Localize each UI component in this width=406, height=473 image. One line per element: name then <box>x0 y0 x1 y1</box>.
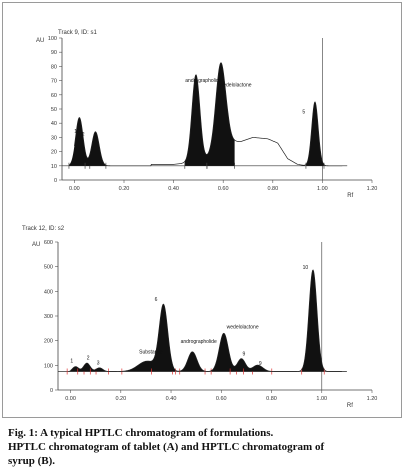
peak-label: andrographolide <box>185 78 221 84</box>
y-tick-label: 10 <box>51 164 57 170</box>
figure-caption: Fig. 1: A typical HPTLC chromatogram of … <box>8 426 402 468</box>
peak-label: 10 <box>303 265 309 271</box>
peak-label: wedelolactone <box>220 82 252 88</box>
y-tick-label: 0 <box>54 178 57 184</box>
chart-title: Track 9, ID: s1 <box>58 30 97 36</box>
y-tick-label: 300 <box>44 314 53 320</box>
caption-line: HPTLC chromatogram of tablet (A) and HPT… <box>8 441 325 453</box>
y-tick-label: 40 <box>51 121 57 127</box>
y-tick-label: 100 <box>44 363 53 369</box>
x-axis-label: Rf <box>347 193 353 198</box>
figure-frame <box>2 2 402 418</box>
chart-title: Track 12, ID: s2 <box>22 226 65 232</box>
peak-label: 3 <box>97 360 100 366</box>
y-tick-label: 60 <box>51 93 57 99</box>
x-tick-label: 1.20 <box>367 396 378 402</box>
x-tick-label: 0.00 <box>65 396 76 402</box>
y-tick-label: 600 <box>44 240 53 246</box>
y-axis-label: AU <box>32 242 40 248</box>
y-tick-label: 500 <box>44 265 53 271</box>
chromatogram-a: Track 9, ID: s1 0 10 20 30 40 50 60 70 80 90 100 0.… <box>36 30 378 198</box>
chromatogram-b: Track 12, ID: s2 0 100 200 300 400 500 600 0.00… <box>22 226 378 408</box>
peak-label: 2 <box>82 132 85 138</box>
y-tick-label: 400 <box>44 289 53 295</box>
peak-label: Substance <box>139 349 163 355</box>
x-tick-label: 1.00 <box>317 186 328 192</box>
y-tick-label: 70 <box>51 79 57 85</box>
x-tick-label: 0.20 <box>119 186 130 192</box>
caption-line: syrup (B). <box>8 455 56 467</box>
caption-line: Fig. 1: A typical HPTLC chromatogram of … <box>8 427 274 439</box>
peak-label: 9 <box>259 361 262 367</box>
x-tick-label: 0.80 <box>267 186 278 192</box>
peak-label: 1 <box>74 129 77 135</box>
peak-area <box>305 101 324 166</box>
y-tick-label: 90 <box>51 50 57 56</box>
peak-label: 5 <box>302 109 305 115</box>
y-tick-label: 200 <box>44 339 53 345</box>
x-tick-label: 1.20 <box>367 186 378 192</box>
peak-area <box>206 62 235 166</box>
peak-area <box>301 269 325 372</box>
y-tick-label: 100 <box>48 36 57 42</box>
y-tick-label: 50 <box>51 107 57 113</box>
peak-area <box>184 74 208 166</box>
x-tick-label: 0.60 <box>216 396 227 402</box>
x-axis-label: Rf <box>347 403 353 408</box>
peak-label: andrographolide <box>181 339 217 345</box>
x-tick-label: 0.20 <box>115 396 126 402</box>
x-tick-label: 0.00 <box>69 186 80 192</box>
peak-area <box>243 360 272 372</box>
chromatogram-trace <box>74 62 348 167</box>
y-tick-label: 0 <box>50 388 53 394</box>
peak-label: 6 <box>155 297 158 303</box>
peak-area <box>179 351 206 372</box>
peak-label: wedelolactone <box>227 324 259 330</box>
peak-area <box>151 304 176 372</box>
peak-label: 2 <box>87 355 90 361</box>
peak-area <box>68 117 90 166</box>
x-tick-label: 0.40 <box>168 186 179 192</box>
x-tick-label: 0.40 <box>166 396 177 402</box>
peak-label: 1 <box>70 358 73 364</box>
x-tick-label: 1.00 <box>316 396 327 402</box>
chromatogram-trace <box>70 269 347 372</box>
peak-label: 9 <box>242 351 245 357</box>
x-tick-label: 0.80 <box>266 396 277 402</box>
y-tick-label: 30 <box>51 135 57 141</box>
y-tick-label: 80 <box>51 64 57 70</box>
y-axis-label: AU <box>36 38 44 44</box>
x-tick-label: 0.60 <box>218 186 229 192</box>
y-tick-label: 20 <box>51 150 57 156</box>
peak-area <box>85 131 106 166</box>
